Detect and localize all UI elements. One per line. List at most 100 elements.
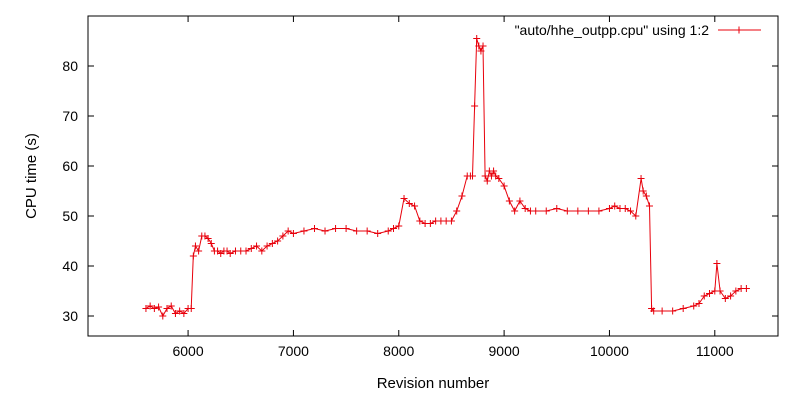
data-point (658, 307, 666, 315)
data-point (274, 237, 282, 245)
data-point (426, 220, 434, 227)
data-point (469, 172, 477, 180)
y-tick-label: 70 (62, 108, 78, 124)
data-point (700, 292, 708, 300)
x-axis-ticks: 6000 7000 8000 9000 10000 11000 (172, 16, 734, 359)
data-point (195, 247, 203, 255)
data-point (732, 287, 740, 295)
series-layer (142, 35, 750, 320)
y-tick-label: 40 (62, 258, 78, 274)
data-point (353, 227, 361, 235)
data-point (142, 305, 150, 312)
data-point (300, 227, 308, 235)
data-point (247, 245, 255, 252)
data-point (289, 230, 297, 237)
data-point (713, 260, 721, 267)
data-point (284, 227, 292, 235)
y-axis-ticks: 30 40 50 60 70 80 (62, 58, 778, 324)
data-point (669, 307, 677, 315)
data-point (167, 302, 175, 310)
data-point (584, 207, 592, 215)
data-point (384, 227, 392, 235)
x-tick-label: 8000 (383, 343, 414, 359)
data-point (481, 172, 489, 180)
data-point (477, 47, 485, 55)
plot-frame (87, 15, 779, 337)
data-point (395, 222, 403, 230)
data-point (253, 242, 261, 250)
data-point (637, 175, 645, 182)
data-point (159, 312, 167, 320)
data-point (490, 167, 498, 175)
data-point (706, 290, 714, 297)
data-point (495, 175, 503, 182)
data-point (310, 225, 318, 232)
data-point (695, 300, 703, 307)
data-point (400, 195, 408, 202)
data-point (563, 207, 571, 215)
data-point (171, 310, 179, 317)
data-point (621, 205, 629, 212)
data-point (716, 287, 724, 295)
data-point (389, 225, 397, 232)
y-axis-title: CPU time (s) (23, 133, 40, 219)
data-point (532, 207, 540, 215)
data-point (405, 200, 413, 207)
data-point (150, 305, 158, 312)
data-point (146, 302, 154, 310)
data-point (453, 207, 461, 215)
data-point (605, 205, 613, 212)
legend: "auto/hhe_outpp.cpu" using 1:2 (515, 22, 761, 38)
data-point (321, 227, 329, 235)
data-point (639, 187, 647, 195)
data-point (189, 252, 197, 260)
x-tick-label: 9000 (489, 343, 520, 359)
series-line (145, 38, 747, 318)
data-point (595, 207, 603, 215)
data-point (721, 295, 729, 302)
x-tick-label: 7000 (278, 343, 309, 359)
data-point (374, 230, 382, 237)
data-point (155, 303, 163, 311)
x-tick-label: 10000 (590, 343, 629, 359)
data-point (516, 197, 524, 205)
data-point (574, 207, 582, 215)
data-point (226, 250, 234, 257)
data-point (650, 307, 658, 315)
data-point (642, 192, 650, 200)
x-tick-label: 11000 (696, 343, 734, 359)
data-point (163, 305, 171, 312)
x-tick-label: 6000 (172, 343, 203, 359)
data-point (505, 197, 513, 205)
x-axis-title: Revision number (377, 375, 490, 392)
y-tick-label: 30 (62, 308, 78, 324)
data-point (553, 205, 561, 212)
data-point (180, 310, 188, 317)
data-point (479, 42, 487, 50)
data-point (521, 205, 529, 212)
data-point (191, 242, 199, 250)
data-point (742, 285, 750, 292)
data-point (511, 207, 519, 215)
y-tick-label: 80 (62, 58, 78, 74)
data-point (279, 232, 287, 240)
data-point (416, 217, 424, 225)
data-point (627, 207, 635, 215)
data-point (332, 225, 340, 232)
data-point (207, 240, 215, 247)
data-point (363, 227, 371, 235)
data-point (611, 202, 619, 210)
data-point (632, 212, 640, 220)
data-point (242, 247, 250, 255)
data-point (473, 35, 481, 42)
legend-entry-label: "auto/hhe_outpp.cpu" using 1:2 (515, 22, 710, 38)
y-tick-label: 60 (62, 158, 78, 174)
data-point (471, 102, 479, 110)
data-point (342, 225, 350, 232)
data-point (727, 292, 735, 300)
y-tick-label: 50 (62, 208, 78, 224)
data-point (483, 177, 491, 185)
data-point (176, 307, 184, 315)
data-point (679, 305, 687, 312)
data-point (542, 207, 550, 215)
